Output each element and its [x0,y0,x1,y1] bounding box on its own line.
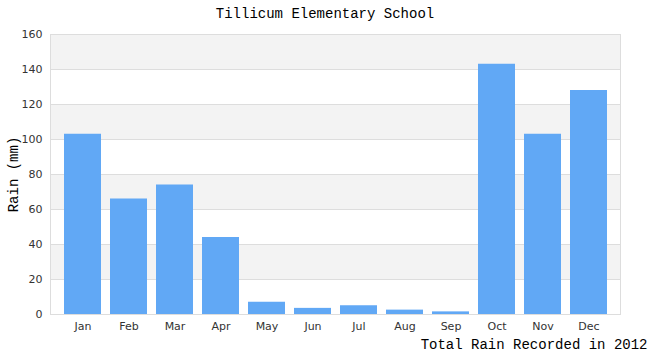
svg-text:Oct: Oct [487,320,507,333]
svg-text:May: May [256,320,279,333]
svg-text:160: 160 [22,28,43,41]
svg-text:Jul: Jul [351,320,365,333]
svg-text:Sep: Sep [441,320,462,333]
svg-text:Rain (mm): Rain (mm) [6,137,22,213]
svg-text:Nov: Nov [532,320,554,333]
svg-text:Apr: Apr [211,320,231,333]
svg-text:Total Rain Recorded in 2012: Total Rain Recorded in 2012 [421,337,648,353]
svg-text:120: 120 [22,98,43,111]
svg-text:Dec: Dec [578,320,599,333]
svg-text:40: 40 [29,238,43,251]
svg-text:140: 140 [22,63,43,76]
svg-text:Jun: Jun [303,320,321,333]
svg-text:60: 60 [29,203,43,216]
html-text:Tillicum Elementary School: Tillicum Elementary School [215,6,435,22]
svg-text:80: 80 [29,168,43,181]
svg-text:20: 20 [29,273,43,286]
svg-text:0: 0 [36,308,43,321]
svg-text:Jan: Jan [74,320,92,333]
svg-text:Feb: Feb [119,320,138,333]
svg-text:Aug: Aug [394,320,415,333]
svg-text:100: 100 [22,133,43,146]
svg-text:Mar: Mar [165,320,186,333]
